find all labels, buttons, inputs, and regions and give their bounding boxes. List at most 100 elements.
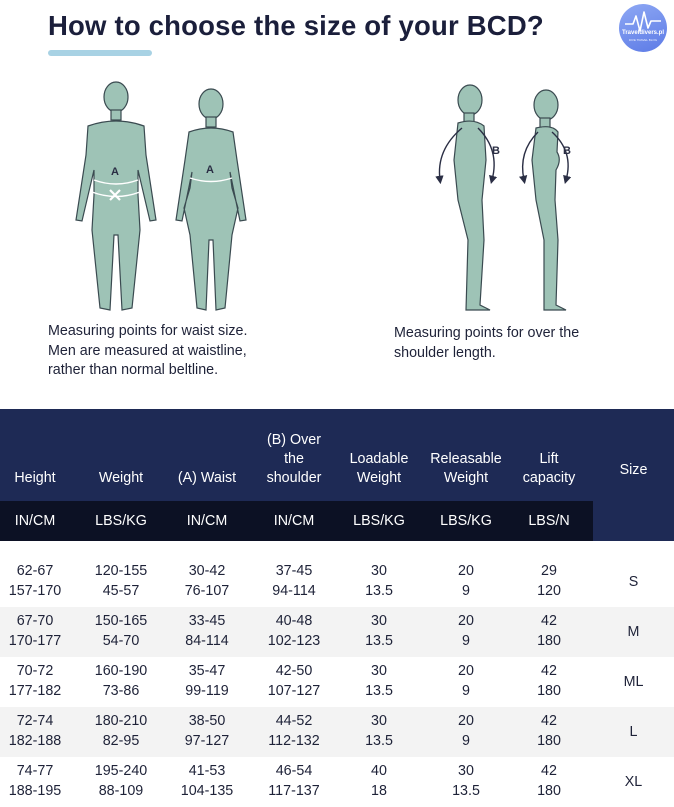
cell-value: 20 (458, 563, 474, 579)
table-cell: 20 9 (422, 557, 510, 607)
cell-value: 180-210 (94, 713, 148, 729)
units-row: IN/CM LBS/KG IN/CM IN/CM LBS/KG LBS/KG LBS/N (0, 501, 593, 541)
table-cell: 44-52 112-132 (255, 707, 333, 757)
table-cell: 40 18 (340, 757, 418, 807)
cell-value: 177-182 (8, 682, 62, 699)
table-cell: 20 9 (422, 657, 510, 707)
table-cell: 37-45 94-114 (255, 557, 333, 607)
cell-value: 99-119 (185, 682, 229, 699)
column-header-line: Height (14, 470, 56, 486)
table-cell: 30 13.5 (422, 757, 510, 807)
table-cell: 160-190 73-86 (82, 657, 160, 707)
title-underline (48, 50, 152, 56)
column-header-line: (B) Over (266, 432, 321, 448)
table-cell: 30 13.5 (340, 707, 418, 757)
cell-value: 30-42 (188, 563, 226, 579)
cell-value: 9 (462, 582, 470, 599)
cell-value: 13.5 (452, 782, 480, 799)
cell-value: 76-107 (184, 582, 230, 599)
cell-value: 20 (458, 713, 474, 729)
table-cell: 30 13.5 (340, 607, 418, 657)
label-a-female: A (206, 164, 214, 176)
column-header: Lift capacity (510, 427, 588, 488)
page-title: How to choose the size of your BCD? (48, 10, 544, 41)
table-cell: 72-74 182-188 (0, 707, 70, 757)
cell-value: 62-67 (16, 563, 54, 579)
table-cell: 180-210 82-95 (82, 707, 160, 757)
table-cell: 33-45 84-114 (170, 607, 244, 657)
table-cell: 20 9 (422, 707, 510, 757)
cell-value: 180 (537, 682, 561, 699)
column-header: Height (0, 427, 70, 488)
cell-value: 13.5 (365, 682, 393, 699)
unit-label: LBS/KG (353, 513, 405, 529)
table-cell: 29 120 (510, 557, 588, 607)
table-cell: 42 180 (510, 607, 588, 657)
size-header-label: Size (619, 462, 648, 478)
cell-value: 30 (371, 713, 387, 729)
cell-value: 30 (371, 613, 387, 629)
table-cell: 74-77 188-195 (0, 757, 70, 807)
cell-value: 120 (537, 582, 561, 599)
cell-value: 150-165 (94, 613, 148, 629)
cell-value: 40 (371, 763, 387, 779)
cell-value: 30 (458, 763, 474, 779)
cell-value: 42 (541, 713, 557, 729)
cell-value: 84-114 (185, 632, 229, 649)
cell-value: 180 (537, 632, 561, 649)
cell-value: 20 (458, 663, 474, 679)
table-row: 62-67 157-170 120-155 45-57 30-42 76-107 37-45… (0, 557, 674, 607)
site-logo: Traveldivers.pl DIVE TRAVEL BLOG (619, 4, 667, 52)
size-value: M (627, 624, 640, 640)
column-header: (B) Over the shoulder (255, 427, 333, 488)
label-b-male: B (492, 145, 500, 157)
cell-value: 180 (537, 732, 561, 749)
cell-value: 30 (371, 563, 387, 579)
cell-value: 70-72 (16, 663, 54, 679)
cell-value: 94-114 (272, 582, 316, 599)
table-row: 70-72 177-182 160-190 73-86 35-47 99-119 42-50… (0, 657, 674, 707)
female-side-figure (531, 89, 567, 311)
unit-label: IN/CM (14, 513, 56, 529)
table-cell: 41-53 104-135 (170, 757, 244, 807)
table-cell: 20 9 (422, 607, 510, 657)
table-cell: 40-48 102-123 (255, 607, 333, 657)
unit-label: LBS/N (528, 513, 570, 529)
cell-value: 74-77 (16, 763, 54, 779)
cell-value: 157-170 (8, 582, 62, 599)
shoulder-caption: Measuring points for over the shoulder l… (394, 324, 579, 363)
cell-value: 13.5 (365, 632, 393, 649)
cell-value: 112-132 (268, 732, 320, 749)
column-header-line: the (284, 451, 304, 467)
column-header-line: Weight (98, 470, 144, 486)
logo-name: Traveldivers.pl (621, 30, 665, 36)
table-cell: 42 180 (510, 707, 588, 757)
table-cell: 30 13.5 (340, 657, 418, 707)
cell-value: 40-48 (275, 613, 313, 629)
cell-value: 107-127 (267, 682, 321, 699)
cell-value: 117-137 (268, 782, 320, 799)
table-cell: 195-240 88-109 (82, 757, 160, 807)
logo-tagline: DIVE TRAVEL BLOG (628, 38, 658, 42)
column-header-line: capacity (522, 470, 576, 486)
cell-value: 73-86 (102, 682, 140, 699)
cell-value: 188-195 (8, 782, 62, 799)
cell-value: 88-109 (98, 782, 144, 799)
cell-value: 33-45 (188, 613, 226, 629)
cell-value: 102-123 (267, 632, 321, 649)
cell-value: 67-70 (16, 613, 54, 629)
table-cell: 70-72 177-182 (0, 657, 70, 707)
unit-label: LBS/KG (440, 513, 492, 529)
cell-value: 38-50 (188, 713, 226, 729)
column-header: Weight (82, 427, 160, 488)
cell-value: 182-188 (8, 732, 62, 749)
cell-value: 45-57 (102, 582, 140, 599)
unit-label: LBS/KG (95, 513, 147, 529)
table-cell: 62-67 157-170 (0, 557, 70, 607)
size-value: XL (624, 774, 643, 790)
cell-value: 42 (541, 663, 557, 679)
male-side-figure (453, 84, 491, 311)
cell-value: 9 (462, 632, 470, 649)
column-header-line: Weight (443, 470, 489, 486)
cell-value: 180 (537, 782, 561, 799)
